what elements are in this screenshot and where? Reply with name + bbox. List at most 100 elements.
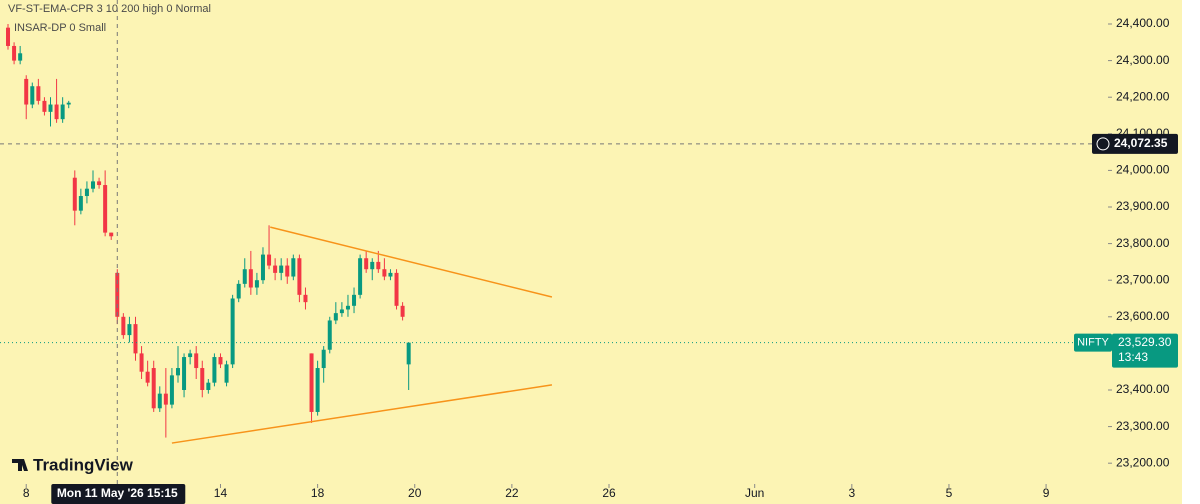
x-tick-label: 3 — [848, 486, 855, 500]
candle-body — [254, 280, 259, 288]
candle-body — [30, 86, 35, 105]
countdown-label: 13:43 — [1118, 350, 1148, 364]
crosshair-date-box — [51, 484, 186, 504]
logo: TradingView — [12, 455, 134, 474]
candle-body — [364, 258, 369, 270]
candle-body — [115, 272, 120, 317]
x-tick-label: 18 — [311, 486, 325, 500]
x-tick-label: 14 — [214, 486, 228, 500]
x-tick-label: 8 — [23, 486, 30, 500]
y-tick-label: 24,400.00 — [1116, 16, 1170, 30]
candle-body — [230, 298, 235, 365]
candle-body — [18, 53, 23, 61]
candle-body — [194, 353, 199, 369]
last-price-label: 23,529.30 — [1118, 335, 1172, 349]
x-tick-label: 26 — [602, 486, 616, 500]
candle-body — [218, 357, 223, 365]
candle-body — [84, 188, 89, 197]
candle-body — [36, 86, 41, 101]
candle-body — [182, 357, 187, 390]
y-tick-label: 23,700.00 — [1116, 272, 1170, 286]
candle-body — [72, 177, 77, 211]
indicator-label[interactable]: INSAR-DP 0 Small — [14, 22, 106, 34]
x-tick-label: 5 — [946, 486, 953, 500]
candle-body — [206, 382, 211, 390]
candle-body — [279, 265, 284, 273]
symbol-box — [1074, 333, 1112, 352]
candle-body — [139, 353, 144, 372]
candle-body — [333, 313, 338, 321]
candle-body — [175, 368, 180, 376]
y-tick-label: 23,300.00 — [1116, 419, 1170, 433]
y-tick-label: 24,300.00 — [1116, 53, 1170, 67]
trendline — [270, 226, 553, 298]
candle-body — [267, 254, 272, 266]
candle-body — [6, 27, 11, 46]
logo-icon — [12, 459, 28, 471]
candle-body — [273, 265, 278, 273]
candle-body — [358, 258, 363, 295]
candle-body — [291, 258, 296, 277]
candle-body — [48, 104, 53, 112]
candle-body — [339, 309, 344, 314]
candle-body — [78, 196, 83, 211]
last-price-box — [1112, 333, 1178, 368]
candle-body — [394, 272, 399, 306]
candle-body — [406, 342, 411, 365]
y-tick-label: 23,800.00 — [1116, 236, 1170, 250]
candle-body — [127, 324, 132, 336]
candle-body — [157, 393, 162, 409]
candle-body — [169, 375, 174, 405]
y-tick-label: 23,900.00 — [1116, 199, 1170, 213]
candle-body — [103, 185, 108, 233]
crosshair-price-label: 24,072.35 — [1114, 136, 1168, 150]
candle-body — [382, 269, 387, 277]
candle-body — [24, 78, 29, 105]
candle-body — [285, 265, 290, 277]
y-tick-label: 24,200.00 — [1116, 89, 1170, 103]
crosshair-date-label: Mon 11 May '26 15:15 — [57, 486, 178, 500]
candle-body — [91, 181, 96, 189]
candle-body — [145, 371, 150, 383]
y-tick-label: 23,600.00 — [1116, 309, 1170, 323]
candle-body — [97, 181, 102, 186]
candle-body — [352, 294, 357, 306]
candle-body — [42, 100, 47, 112]
y-tick-label: 23,200.00 — [1116, 455, 1170, 469]
candle-body — [133, 324, 138, 354]
candle-body — [388, 272, 393, 277]
candle-body — [212, 357, 217, 383]
candle-body — [400, 305, 405, 317]
candle-body — [188, 353, 193, 358]
candle-body — [370, 261, 375, 270]
symbol-label: NIFTY — [1077, 337, 1109, 349]
candle-body — [66, 102, 71, 105]
candle-body — [303, 294, 308, 303]
x-tick-label: 9 — [1043, 486, 1050, 500]
candle-body — [54, 104, 59, 120]
logo-text: TradingView — [33, 455, 134, 474]
candle-body — [151, 368, 156, 409]
candle-body — [163, 393, 168, 405]
candle-body — [248, 269, 253, 288]
candle-body — [109, 232, 114, 237]
crosshair-price-box — [1092, 133, 1178, 154]
candle-body — [376, 261, 381, 270]
candle-body — [309, 353, 314, 412]
candle-body — [121, 316, 126, 336]
indicator-label[interactable]: VF-ST-EMA-CPR 3 10 200 high 0 Normal — [8, 3, 211, 15]
candle-body — [60, 104, 65, 120]
y-tick-label: 23,400.00 — [1116, 382, 1170, 396]
candle-body — [242, 269, 247, 284]
candle-body — [321, 349, 326, 369]
x-tick-label: 22 — [505, 486, 519, 500]
candle-body — [224, 364, 229, 383]
candle-body — [345, 305, 350, 310]
candle-body — [297, 258, 302, 295]
trendline — [171, 384, 553, 444]
candle-body — [315, 368, 320, 412]
x-tick-label: Jun — [745, 486, 764, 500]
candle-body — [200, 368, 205, 390]
